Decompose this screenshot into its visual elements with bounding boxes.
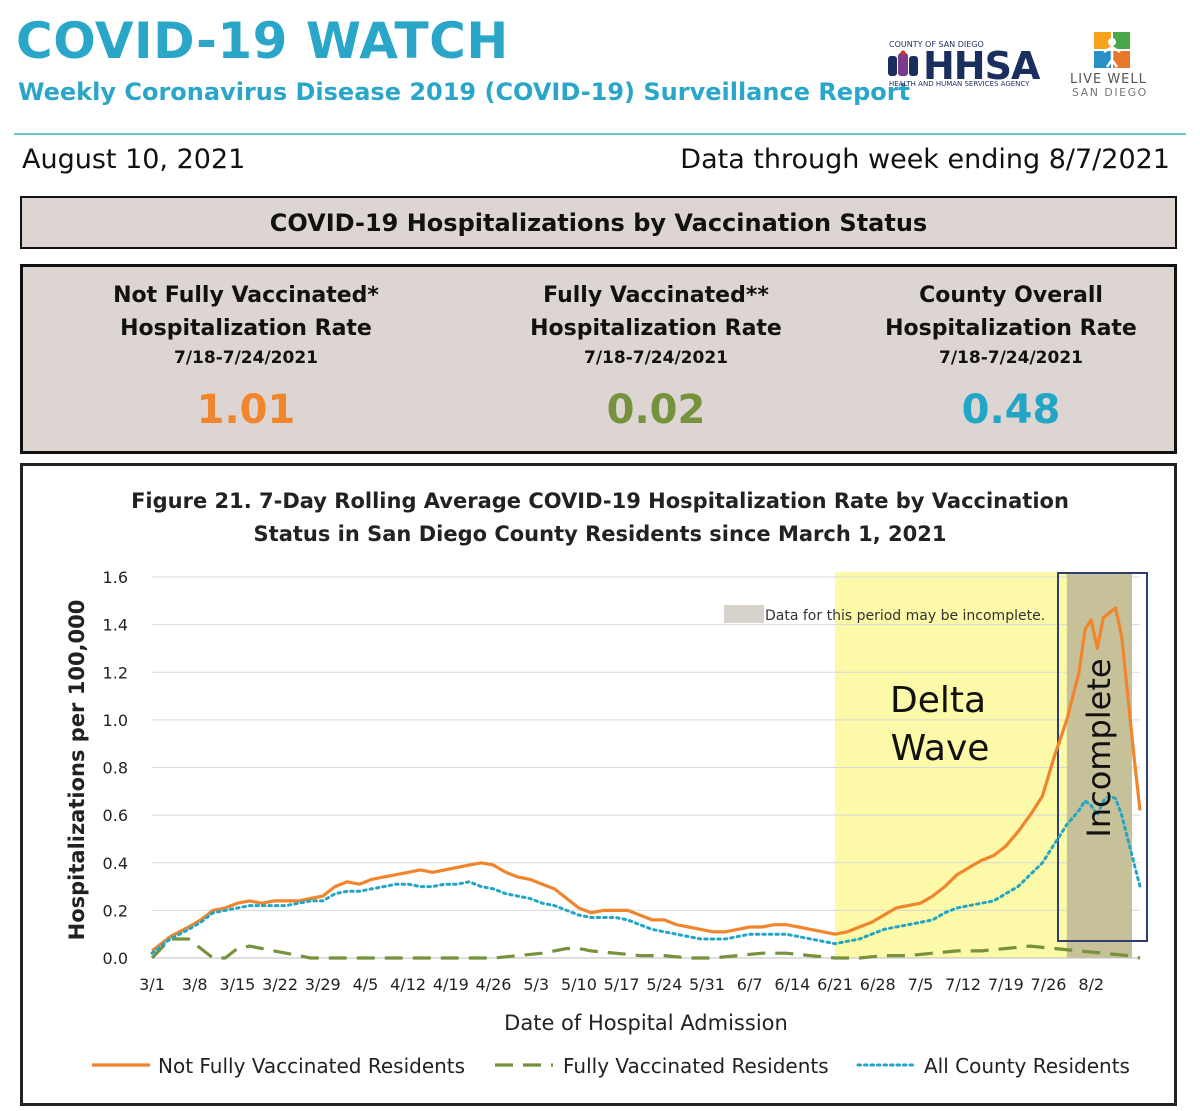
live-well-logo: LIVE WELL SAN DIEGO <box>1066 30 1162 102</box>
rate-county-overall: County Overall Hospitalization Rate 7/18… <box>846 279 1176 433</box>
data-through-date: Data through week ending 8/7/2021 <box>680 144 1170 175</box>
rate-fully-vaccinated: Fully Vaccinated** Hospitalization Rate … <box>491 279 821 433</box>
live-well-icon <box>1094 32 1130 68</box>
hhsa-people-icon <box>888 50 918 76</box>
x-tick-label: 7/5 <box>908 975 934 994</box>
x-tick-label: 5/10 <box>561 975 597 994</box>
x-tick-label: 5/24 <box>646 975 682 994</box>
rate-label-line1: County Overall <box>919 283 1103 308</box>
x-tick-label: 8/2 <box>1078 975 1104 994</box>
rate-value: 0.02 <box>606 387 706 433</box>
x-tick-label: 3/22 <box>262 975 298 994</box>
figure-title-line1: Figure 21. 7-Day Rolling Average COVID-1… <box>131 489 1069 513</box>
hhsa-county-text: COUNTY OF SAN DIEGO <box>889 40 984 49</box>
section-title-box: COVID-19 Hospitalizations by Vaccination… <box>20 196 1177 249</box>
figure-title-line2: Status in San Diego County Residents sin… <box>254 522 947 546</box>
x-tick-label: 6/28 <box>860 975 896 994</box>
rate-label-line2: Hospitalization Rate <box>120 316 372 341</box>
legend-label: Not Fully Vaccinated Residents <box>158 1054 465 1078</box>
hhsa-agency-text: HEALTH AND HUMAN SERVICES AGENCY <box>889 80 1030 88</box>
rate-label-line1: Not Fully Vaccinated* <box>113 283 379 308</box>
live-well-line1: LIVE WELL <box>1070 72 1147 87</box>
incomplete-outline <box>1057 572 1148 942</box>
y-tick-label: 1.2 <box>103 663 128 682</box>
x-tick-label: 7/26 <box>1031 975 1067 994</box>
x-tick-label: 4/12 <box>390 975 426 994</box>
y-tick-label: 0.0 <box>103 949 128 968</box>
rate-value: 0.48 <box>961 387 1061 433</box>
x-tick-label: 3/8 <box>182 975 208 994</box>
x-tick-label: 3/1 <box>139 975 165 994</box>
series-line-1 <box>150 937 1141 960</box>
report-title: COVID-19 WATCH <box>16 12 509 70</box>
rate-label-line1: Fully Vaccinated** <box>543 283 769 308</box>
legend-label: Fully Vaccinated Residents <box>563 1054 829 1078</box>
y-tick-label: 0.8 <box>103 759 128 778</box>
rate-value: 1.01 <box>196 387 296 433</box>
x-tick-label: 6/14 <box>774 975 810 994</box>
delta-wave-label: Delta <box>890 680 986 721</box>
x-tick-label: 5/31 <box>689 975 725 994</box>
y-tick-label: 0.4 <box>103 854 128 873</box>
x-tick-label: 3/29 <box>305 975 341 994</box>
incomplete-label: Incomplete <box>1080 658 1118 837</box>
header-divider <box>14 133 1186 135</box>
x-tick-label: 4/19 <box>433 975 469 994</box>
x-tick-label: 5/17 <box>604 975 640 994</box>
report-subtitle: Weekly Coronavirus Disease 2019 (COVID-1… <box>18 78 911 106</box>
report-date: August 10, 2021 <box>22 144 246 175</box>
rates-panel: Not Fully Vaccinated* Hospitalization Ra… <box>20 264 1177 454</box>
rate-label-line2: Hospitalization Rate <box>530 316 782 341</box>
x-tick-label: 5/3 <box>523 975 549 994</box>
x-tick-label: 6/21 <box>817 975 853 994</box>
section-title: COVID-19 Hospitalizations by Vaccination… <box>269 209 928 237</box>
delta-wave-label: Wave <box>891 728 990 769</box>
hhsa-name: HHSA <box>923 44 1040 88</box>
y-tick-label: 0.6 <box>103 806 128 825</box>
rate-period: 7/18-7/24/2021 <box>939 348 1083 368</box>
y-tick-label: 1.6 <box>103 568 128 587</box>
x-axis-label: Date of Hospital Admission <box>504 1011 788 1035</box>
live-well-line2: SAN DIEGO <box>1072 86 1148 99</box>
legend-label: All County Residents <box>924 1054 1130 1078</box>
x-tick-label: 7/19 <box>988 975 1024 994</box>
series-line-0 <box>151 606 1142 953</box>
incomplete-legend-swatch <box>724 605 764 623</box>
y-tick-label: 1.4 <box>103 616 128 635</box>
y-tick-label: 0.2 <box>103 901 128 920</box>
x-tick-label: 4/5 <box>353 975 379 994</box>
rate-not-fully-vaccinated: Not Fully Vaccinated* Hospitalization Ra… <box>81 279 411 433</box>
rate-period: 7/18-7/24/2021 <box>584 348 728 368</box>
y-tick-label: 1.0 <box>103 711 128 730</box>
incomplete-legend-text: Data for this period may be incomplete. <box>765 608 1045 624</box>
rate-label-line2: Hospitalization Rate <box>885 316 1137 341</box>
rate-period: 7/18-7/24/2021 <box>174 348 318 368</box>
x-tick-label: 6/7 <box>737 975 763 994</box>
series-line-2 <box>150 794 1142 955</box>
x-tick-label: 4/26 <box>476 975 512 994</box>
y-axis-label: Hospitalizations per 100,000 <box>65 600 89 941</box>
x-tick-label: 3/15 <box>219 975 255 994</box>
x-tick-label: 7/12 <box>945 975 981 994</box>
hhsa-logo: COUNTY OF SAN DIEGO HHSA HEALTH AND HUMA… <box>887 40 1047 90</box>
